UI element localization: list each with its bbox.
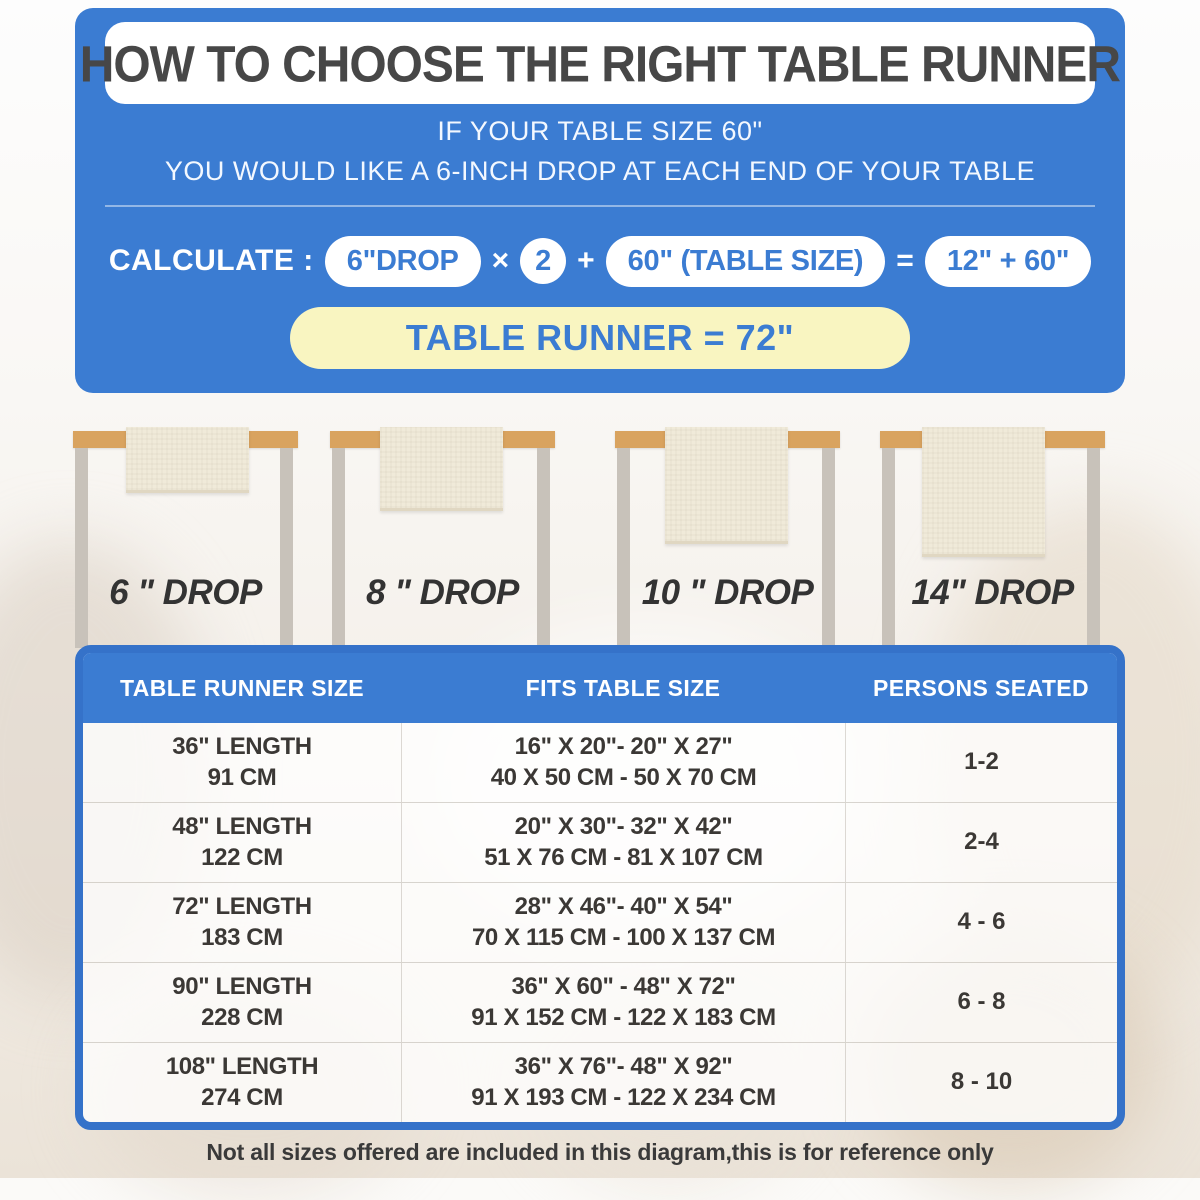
intro-text: IF YOUR TABLE SIZE 60" YOU WOULD LIKE A …: [75, 116, 1125, 187]
table-row: 36" LENGTH 91 CM 16" X 20"- 20" X 27" 40…: [83, 723, 1117, 802]
persons-cell: 8 - 10: [845, 1043, 1117, 1122]
drop-figure-6-inch: 6 " DROP: [73, 425, 298, 648]
fits-table-cell: 36" X 60" - 48" X 72" 91 X 152 CM - 122 …: [401, 963, 845, 1042]
table-leg: [332, 448, 345, 648]
runner-size-cell: 72" LENGTH 183 CM: [83, 890, 401, 955]
table-leg: [75, 448, 88, 648]
table-row: 72" LENGTH 183 CM 28" X 46"- 40" X 54" 7…: [83, 882, 1117, 962]
table-runner: [380, 427, 503, 511]
reference-footnote: Not all sizes offered are included in th…: [206, 1139, 994, 1165]
persons-seated: 1-2: [964, 748, 999, 776]
runner-result-pill: TABLE RUNNER = 72": [290, 307, 910, 369]
runner-size-cm: 122 CM: [201, 843, 283, 871]
equals-sign: =: [896, 244, 914, 277]
fits-inches: 36" X 60" - 48" X 72": [511, 972, 736, 1000]
drop-label: 6 " DROP: [109, 573, 262, 612]
fits-inches: 20" X 30"- 32" X 42": [514, 812, 733, 840]
sum-pill: 12" + 60": [924, 235, 1092, 287]
runner-size-cm: 228 CM: [201, 1003, 283, 1031]
table-size-pill: 60" (TABLE SIZE): [605, 235, 886, 287]
table-runner: [922, 427, 1045, 557]
fits-inches: 16" X 20"- 20" X 27": [514, 732, 733, 760]
calculate-label: CALCULATE :: [108, 244, 314, 277]
drop-label: 10 " DROP: [641, 573, 814, 612]
runner-size-inches: 48" LENGTH: [172, 812, 312, 840]
runner-size-cell: 108" LENGTH 274 CM: [83, 1050, 401, 1115]
drop-label: 8 " DROP: [366, 573, 519, 612]
column-header-fits-table: FITS TABLE SIZE: [525, 674, 721, 701]
runner-size-cell: 36" LENGTH 91 CM: [83, 730, 401, 795]
size-chart-panel: TABLE RUNNER SIZE FITS TABLE SIZE PERSON…: [75, 645, 1125, 1130]
calculation-formula-row: CALCULATE : 6"DROP × 2 + 60" (TABLE SIZE…: [75, 232, 1125, 290]
runner-size-cm: 274 CM: [201, 1083, 283, 1111]
drop-figure-8-inch: 8 " DROP: [330, 425, 555, 648]
fits-cm: 51 X 76 CM - 81 X 107 CM: [484, 843, 763, 871]
fits-table-cell: 36" X 76"- 48" X 92" 91 X 193 CM - 122 X…: [401, 1043, 845, 1122]
runner-size-cm: 183 CM: [201, 923, 283, 951]
persons-cell: 4 - 6: [845, 883, 1117, 962]
table-runner: [126, 427, 249, 493]
drop-value-pill: 6"DROP: [324, 235, 481, 287]
runner-size-inches: 90" LENGTH: [172, 972, 312, 1000]
drop-figure-14-inch: 14" DROP: [880, 425, 1105, 648]
size-chart-header: TABLE RUNNER SIZE FITS TABLE SIZE PERSON…: [83, 653, 1117, 723]
runner-size-cell: 90" LENGTH 228 CM: [83, 970, 401, 1035]
hero-panel: HOW TO CHOOSE THE RIGHT TABLE RUNNER IF …: [75, 8, 1125, 393]
runner-size-inches: 36" LENGTH: [172, 732, 312, 760]
fits-table-cell: 20" X 30"- 32" X 42" 51 X 76 CM - 81 X 1…: [401, 803, 845, 882]
fits-inches: 36" X 76"- 48" X 92": [514, 1052, 733, 1080]
title-banner: HOW TO CHOOSE THE RIGHT TABLE RUNNER: [80, 22, 1121, 104]
drop-figure-10-inch: 10 " DROP: [615, 425, 840, 648]
table-leg: [537, 448, 550, 648]
page-title: HOW TO CHOOSE THE RIGHT TABLE RUNNER: [79, 34, 1121, 92]
intro-line-1: IF YOUR TABLE SIZE 60": [437, 116, 763, 146]
fits-cm: 40 X 50 CM - 50 X 70 CM: [490, 763, 757, 791]
fits-table-cell: 28" X 46"- 40" X 54" 70 X 115 CM - 100 X…: [401, 883, 845, 962]
table-leg: [1087, 448, 1100, 648]
drop-label: 14" DROP: [911, 573, 1074, 612]
fits-table-cell: 16" X 20"- 20" X 27" 40 X 50 CM - 50 X 7…: [401, 723, 845, 802]
persons-seated: 6 - 8: [957, 988, 1006, 1016]
runner-size-cell: 48" LENGTH 122 CM: [83, 810, 401, 875]
hero-divider-line: [105, 205, 1095, 207]
table-leg: [280, 448, 293, 648]
table-row: 108" LENGTH 274 CM 36" X 76"- 48" X 92" …: [83, 1042, 1117, 1122]
size-chart-body: 36" LENGTH 91 CM 16" X 20"- 20" X 27" 40…: [83, 723, 1117, 1122]
table-runner: [665, 427, 788, 544]
fits-cm: 91 X 152 CM - 122 X 183 CM: [471, 1003, 776, 1031]
runner-size-inches: 72" LENGTH: [172, 892, 312, 920]
table-row: 48" LENGTH 122 CM 20" X 30"- 32" X 42" 5…: [83, 802, 1117, 882]
column-header-persons: PERSONS SEATED: [872, 674, 1090, 701]
table-leg: [882, 448, 895, 648]
runner-size-inches: 108" LENGTH: [165, 1052, 319, 1080]
column-header-runner-size: TABLE RUNNER SIZE: [119, 674, 365, 701]
plus-sign: +: [577, 244, 595, 277]
fits-cm: 70 X 115 CM - 100 X 137 CM: [471, 923, 776, 951]
multiplier-circle: 2: [520, 238, 567, 284]
persons-seated: 2-4: [964, 828, 999, 856]
persons-seated: 8 - 10: [950, 1068, 1013, 1096]
runner-size-cm: 91 CM: [207, 763, 277, 791]
persons-cell: 6 - 8: [845, 963, 1117, 1042]
fits-inches: 28" X 46"- 40" X 54": [514, 892, 733, 920]
table-leg: [822, 448, 835, 648]
persons-cell: 2-4: [845, 803, 1117, 882]
table-leg: [617, 448, 630, 648]
intro-line-2: YOU WOULD LIKE A 6-INCH DROP AT EACH END…: [164, 156, 1036, 186]
persons-cell: 1-2: [845, 723, 1117, 802]
persons-seated: 4 - 6: [957, 908, 1006, 936]
fits-cm: 91 X 193 CM - 122 X 234 CM: [471, 1083, 776, 1111]
table-row: 90" LENGTH 228 CM 36" X 60" - 48" X 72" …: [83, 962, 1117, 1042]
multiply-sign: ×: [491, 244, 510, 277]
